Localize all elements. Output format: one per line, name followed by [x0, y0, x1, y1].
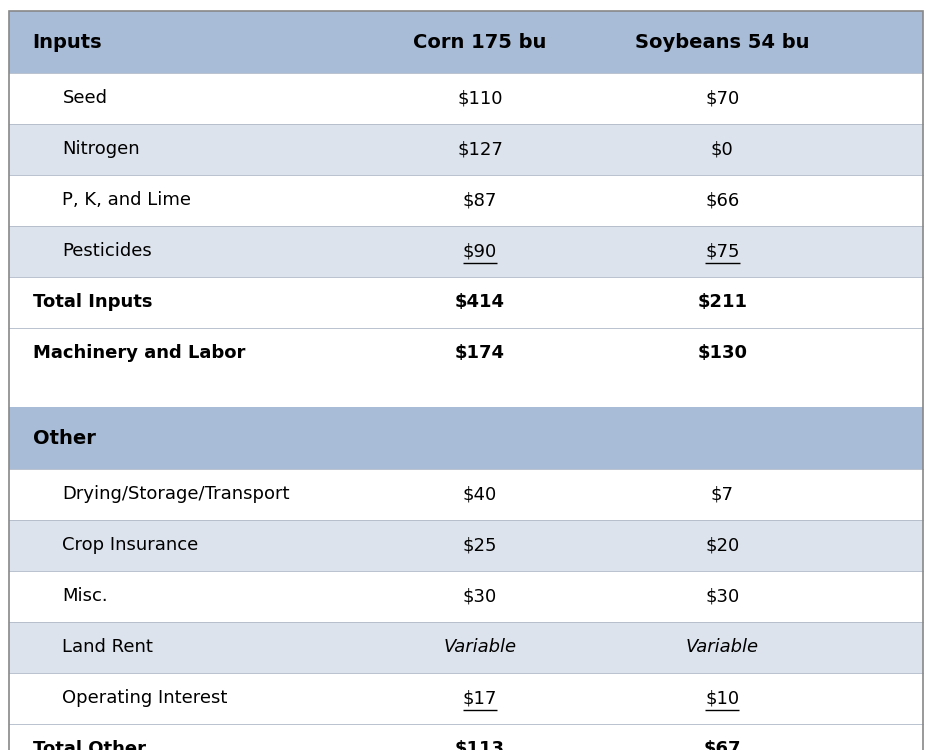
Text: $25: $25 [462, 536, 498, 554]
Text: $414: $414 [455, 293, 505, 311]
Text: Total Other: Total Other [33, 740, 145, 750]
Text: $211: $211 [697, 293, 747, 311]
Text: Nitrogen: Nitrogen [62, 140, 140, 158]
Text: $40: $40 [463, 485, 497, 503]
Text: $130: $130 [697, 344, 747, 362]
Text: $30: $30 [463, 587, 497, 605]
Text: Operating Interest: Operating Interest [62, 689, 227, 707]
Bar [9, 226, 923, 277]
Text: $90: $90 [463, 242, 497, 260]
Text: Other: Other [33, 428, 95, 448]
Text: Total Inputs: Total Inputs [33, 293, 152, 311]
Text: Corn 175 bu: Corn 175 bu [413, 32, 547, 52]
Text: $87: $87 [463, 191, 497, 209]
Bar [9, 673, 923, 724]
Text: Misc.: Misc. [62, 587, 108, 605]
Bar [9, 175, 923, 226]
Text: Inputs: Inputs [33, 32, 103, 52]
Bar [9, 469, 923, 520]
Text: $7: $7 [711, 485, 733, 503]
Text: $66: $66 [706, 191, 739, 209]
Bar [9, 73, 923, 124]
Bar [9, 622, 923, 673]
Bar [9, 277, 923, 328]
Text: Crop Insurance: Crop Insurance [62, 536, 199, 554]
Bar [9, 379, 923, 407]
Text: $113: $113 [455, 740, 505, 750]
Text: $174: $174 [455, 344, 505, 362]
Text: Variable: Variable [686, 638, 759, 656]
Text: Soybeans 54 bu: Soybeans 54 bu [635, 32, 810, 52]
Text: Drying/Storage/Transport: Drying/Storage/Transport [62, 485, 290, 503]
Text: Seed: Seed [62, 89, 107, 107]
Bar [9, 407, 923, 469]
Text: $127: $127 [457, 140, 503, 158]
Text: $67: $67 [704, 740, 741, 750]
Text: $70: $70 [706, 89, 739, 107]
Text: Land Rent: Land Rent [62, 638, 154, 656]
Bar [9, 11, 923, 73]
Text: $75: $75 [705, 242, 740, 260]
Text: Pesticides: Pesticides [62, 242, 152, 260]
Text: $20: $20 [706, 536, 739, 554]
Text: Variable: Variable [444, 638, 516, 656]
Bar [9, 520, 923, 571]
Text: $110: $110 [458, 89, 502, 107]
Text: $17: $17 [463, 689, 497, 707]
Bar [9, 571, 923, 622]
Bar [9, 724, 923, 750]
Text: P, K, and Lime: P, K, and Lime [62, 191, 191, 209]
Text: $0: $0 [711, 140, 733, 158]
Text: $10: $10 [706, 689, 739, 707]
Bar [9, 328, 923, 379]
Text: $30: $30 [706, 587, 739, 605]
Bar [9, 124, 923, 175]
Text: Machinery and Labor: Machinery and Labor [33, 344, 245, 362]
